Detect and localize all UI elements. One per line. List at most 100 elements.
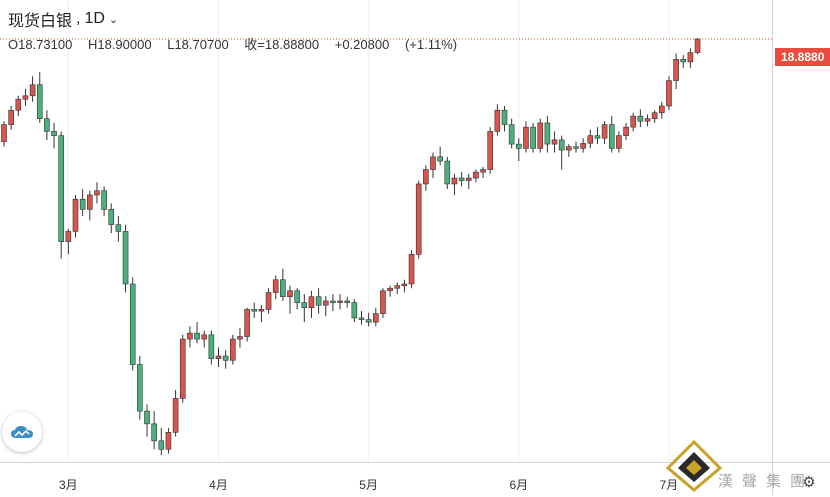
candle-body [244, 309, 250, 337]
candle-body [108, 209, 115, 225]
candle-body [644, 118, 651, 122]
open-value: O18.73100 [8, 37, 73, 52]
candle-body [415, 183, 422, 255]
tradingview-logo-button[interactable] [2, 412, 42, 452]
candle-body [465, 177, 472, 181]
candle-body [423, 169, 429, 185]
chevron-down-icon[interactable]: ⌄ [108, 13, 119, 26]
candle-body [87, 194, 93, 210]
candle-body [122, 231, 129, 285]
candle-body [330, 300, 336, 303]
candle-body [451, 177, 458, 185]
candle-body [658, 105, 665, 114]
candle-body [237, 336, 243, 340]
candle-body [673, 59, 679, 81]
x-tick-label: 6月 [509, 478, 528, 492]
candle-body [172, 398, 179, 433]
candle-body [301, 302, 308, 309]
candle-body [265, 292, 272, 310]
candle-body [358, 317, 365, 320]
close-value: 收=18.88800 [244, 37, 320, 52]
candle-body [573, 146, 579, 149]
candle-body [8, 109, 14, 125]
symbol-name: 现货白银 [8, 13, 73, 30]
candle-body [115, 224, 122, 232]
candle-body [94, 190, 100, 196]
candle-body [36, 84, 43, 119]
candle-body [79, 198, 86, 210]
candle-body [494, 109, 501, 132]
candle-body [601, 124, 608, 139]
candle-body [394, 285, 401, 289]
cloud-icon [11, 426, 33, 438]
candle-body [15, 98, 22, 111]
low-value: L18.70700 [167, 37, 229, 52]
candle-body [187, 332, 193, 340]
symbol-row[interactable]: 现货白银, 1D ⌄ [8, 8, 469, 30]
candle-body [637, 115, 644, 122]
candle-body [608, 124, 615, 149]
candle-body [687, 52, 694, 63]
candle-body [165, 432, 172, 450]
interval-label[interactable]: 1D [84, 10, 105, 27]
watermark-logo [664, 439, 794, 492]
candle-body [616, 135, 622, 149]
candle-body [487, 131, 494, 170]
gear-icon[interactable]: ⚙ [802, 474, 816, 491]
candle-body [401, 283, 408, 286]
candle-body [523, 126, 529, 149]
candle-body [694, 38, 701, 53]
diamond-logo-icon [665, 439, 723, 492]
candle-body [558, 139, 565, 151]
ohlc-legend: O18.73100 H18.90000 L18.70700 收=18.88800… [8, 34, 469, 53]
candle-body [530, 126, 536, 149]
candle-body [380, 290, 386, 314]
candle-body [222, 355, 229, 361]
candle-body [666, 80, 672, 107]
candle-body [365, 319, 372, 323]
x-tick-label: 5月 [359, 478, 378, 492]
candle-body [51, 131, 57, 136]
candle-body [215, 355, 222, 359]
candle-body [680, 59, 687, 63]
candle-body [651, 112, 658, 119]
candle-body [387, 287, 393, 292]
candle-body [315, 296, 322, 306]
high-value: H18.90000 [87, 37, 152, 52]
candle-body [251, 309, 258, 312]
candle-body [444, 160, 451, 185]
candle-body [594, 135, 601, 139]
candle-body [144, 410, 150, 425]
watermark-text: 漢聲集團 [718, 472, 815, 490]
candle-body [515, 143, 522, 149]
candle-body [101, 190, 107, 210]
candle-body [587, 135, 594, 144]
candle-body [344, 300, 351, 303]
candle-body [322, 300, 329, 306]
candle-body [58, 135, 65, 242]
candle-body [151, 423, 157, 442]
candle-body [501, 109, 508, 125]
candle-body [372, 313, 379, 323]
candle-body [129, 283, 136, 365]
chart-header: 现货白银, 1D ⌄ O18.73100 H18.90000 L18.70700… [8, 8, 469, 53]
candle-body [272, 279, 279, 293]
candle-body [458, 177, 465, 181]
candle-body [158, 440, 165, 450]
candle-body [408, 254, 415, 285]
candle-body [194, 332, 200, 340]
candle-body [29, 84, 36, 97]
candle-body [630, 115, 637, 128]
candle-body [308, 296, 315, 309]
candle-body [537, 122, 544, 149]
candle-body [280, 279, 286, 297]
candle-body [544, 122, 551, 145]
candle-body [480, 169, 486, 173]
x-tick-label: 3月 [59, 478, 78, 492]
candle-body [230, 338, 236, 361]
candle-body [508, 124, 515, 145]
change-percent: (+1.11%) [404, 37, 458, 52]
x-tick-label: 4月 [209, 478, 228, 492]
candle-body [65, 231, 72, 242]
